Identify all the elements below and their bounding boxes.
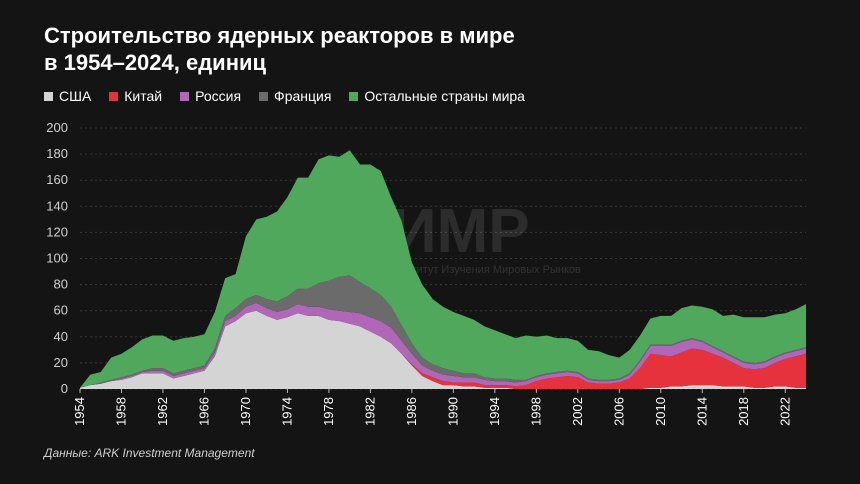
legend-label-france: Франция	[274, 88, 332, 104]
area-others	[80, 150, 806, 388]
area-china	[80, 310, 806, 389]
legend-item-russia: Россия	[180, 88, 241, 104]
x-tick-label: 1954	[72, 397, 87, 426]
y-tick-label: 140	[46, 198, 68, 213]
x-tick-label: 1990	[445, 397, 460, 426]
area-series	[80, 150, 806, 389]
legend-swatch-russia	[180, 91, 190, 101]
x-tick-label: 2010	[653, 397, 668, 426]
watermark-subtitle: Институт Изучения Мировых Рынков	[392, 264, 581, 276]
area-france	[80, 275, 806, 388]
legend-swatch-france	[259, 91, 269, 101]
x-tick-label: 1962	[155, 397, 170, 426]
x-tick-label: 1994	[487, 397, 502, 426]
y-tick-label: 80	[54, 277, 68, 292]
legend-swatch-others	[349, 91, 359, 101]
legend-item-france: Франция	[259, 88, 331, 104]
x-tick-label: 1974	[279, 397, 294, 426]
y-tick-label: 120	[46, 224, 68, 239]
x-tick-label: 2006	[611, 397, 626, 426]
watermark: ИМР Институт Изучения Мировых Рынков	[392, 197, 581, 276]
chart-title: Строительство ядерных реакторов в мире в…	[44, 22, 515, 76]
legend-label-russia: Россия	[195, 88, 242, 104]
y-tick-label: 0	[61, 381, 68, 396]
y-tick-label: 160	[46, 172, 68, 187]
x-tick-label: 1982	[362, 397, 377, 426]
x-axis-ticks: 1954 1958 1962 1966 1970 1974 1978 1982 1986 1990…	[72, 389, 792, 426]
legend-item-usa: США	[44, 88, 91, 104]
x-tick-label: 1958	[113, 397, 128, 426]
chart-title-line-2: в 1954–2024, единиц	[44, 50, 267, 75]
x-tick-label: 2014	[694, 397, 709, 426]
y-tick-label: 200	[46, 120, 68, 135]
y-tick-label: 40	[54, 329, 68, 344]
area-usa	[80, 310, 806, 389]
chart-title-line-1: Строительство ядерных реакторов в мире	[44, 23, 515, 48]
x-tick-label: 2018	[736, 397, 751, 426]
x-tick-label: 1966	[196, 397, 211, 426]
legend-swatch-usa	[44, 91, 53, 101]
legend-item-china: Китай	[109, 88, 162, 104]
y-axis-ticks: 0 20 40 60 80 100 120 140 160 180 200	[46, 120, 68, 396]
legend-label-others: Остальные страны мира	[364, 88, 525, 104]
legend-label-usa: США	[59, 88, 92, 104]
x-tick-label: 1998	[528, 397, 543, 426]
x-tick-label: 2022	[777, 397, 792, 426]
x-tick-label: 1978	[321, 397, 336, 426]
x-tick-label: 1970	[238, 397, 253, 426]
y-tick-label: 100	[46, 251, 68, 266]
legend: США Китай Россия Франция Остальные стран…	[44, 88, 525, 104]
source-note: Данные: ARK Investment Management	[44, 446, 255, 460]
y-tick-label: 180	[46, 146, 68, 161]
x-tick-label: 1986	[404, 397, 419, 426]
legend-label-china: Китай	[124, 88, 163, 104]
watermark-logo: ИМР	[392, 197, 530, 266]
legend-item-others: Остальные страны мира	[349, 88, 525, 104]
y-tick-label: 60	[54, 303, 68, 318]
x-tick-label: 2002	[570, 397, 585, 426]
legend-swatch-china	[109, 91, 119, 101]
y-tick-label: 20	[54, 355, 68, 370]
